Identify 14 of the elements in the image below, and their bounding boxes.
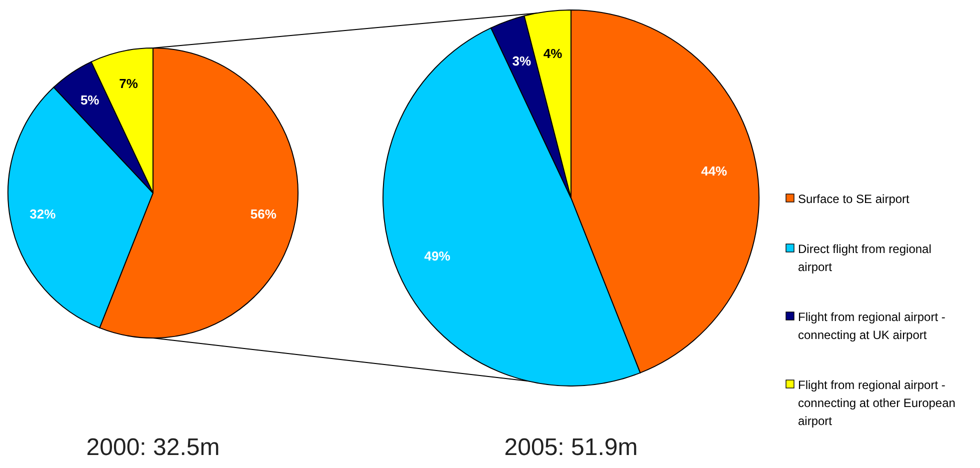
- data-label: 4%: [543, 46, 563, 61]
- legend-label: Flight from regional airport - connecting at other European airport: [798, 378, 956, 428]
- data-label: 44%: [701, 163, 728, 178]
- data-label: 56%: [250, 206, 277, 222]
- data-label: 49%: [424, 248, 451, 264]
- text: 2005: 51.9m: [504, 434, 638, 461]
- legend-label: Surface to SE airport: [798, 192, 910, 206]
- text: 2000: 32.5m: [86, 434, 220, 461]
- data-label: 7%: [119, 76, 138, 91]
- legend-label: Direct flight from regional airport: [798, 242, 932, 274]
- data-label: 3%: [512, 53, 532, 68]
- data-label: 32%: [30, 206, 56, 222]
- legend-label: Flight from regional airport - connecting at UK airport: [798, 310, 946, 342]
- data-label: 5%: [80, 92, 100, 108]
